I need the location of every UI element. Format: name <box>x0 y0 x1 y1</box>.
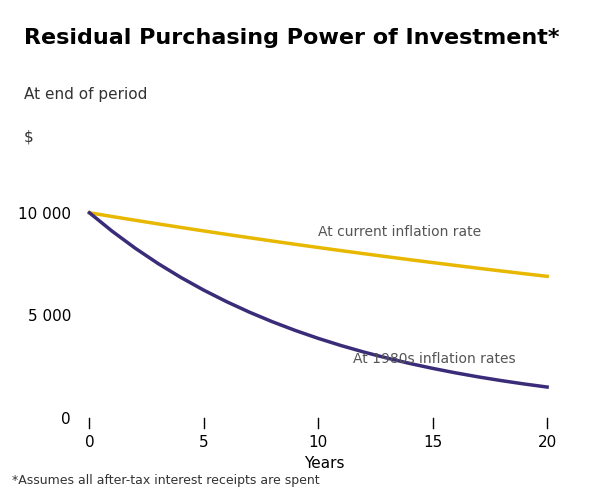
Text: $: $ <box>24 129 34 144</box>
X-axis label: Years: Years <box>304 456 344 470</box>
Text: At 1980s inflation rates: At 1980s inflation rates <box>353 352 515 366</box>
Text: At end of period: At end of period <box>24 87 148 101</box>
Text: Residual Purchasing Power of Investment*: Residual Purchasing Power of Investment* <box>24 29 560 48</box>
Text: *Assumes all after-tax interest receipts are spent: *Assumes all after-tax interest receipts… <box>12 474 320 487</box>
Text: At current inflation rate: At current inflation rate <box>318 225 481 240</box>
